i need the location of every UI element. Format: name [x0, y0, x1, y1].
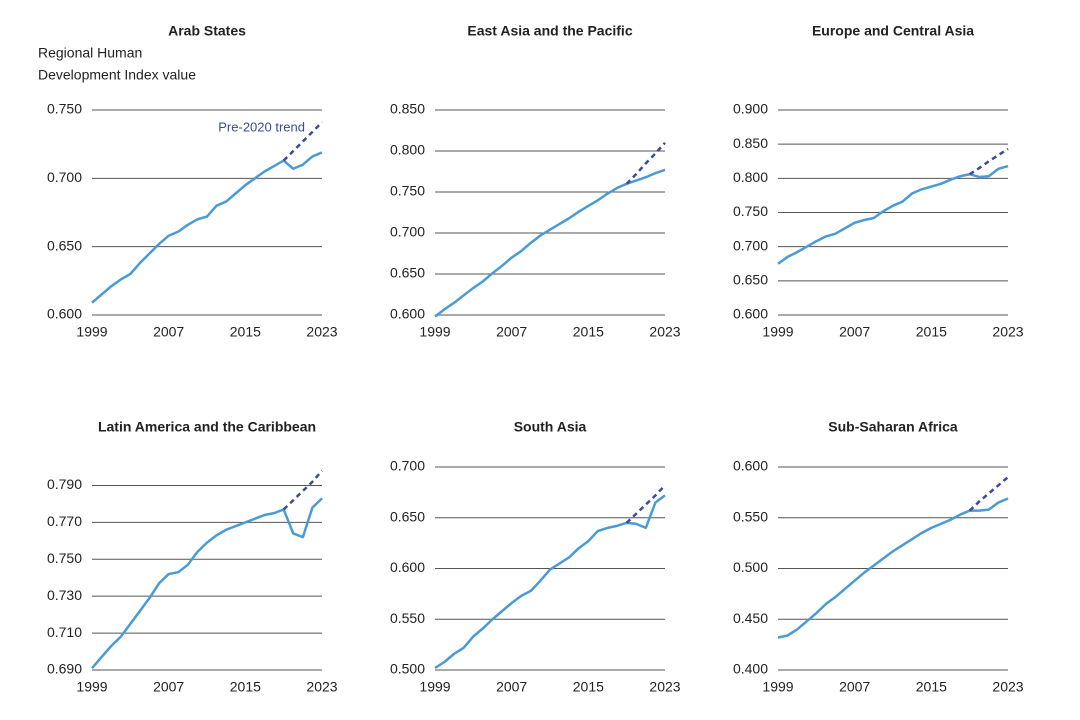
x-tick-label: 2015: [230, 324, 261, 340]
x-tick-label: 2007: [839, 324, 870, 340]
y-tick-label: 0.850: [733, 135, 768, 151]
y-tick-label: 0.500: [390, 661, 425, 677]
y-tick-label: 0.770: [47, 513, 82, 529]
y-tick-label: 0.600: [390, 306, 425, 322]
x-tick-label: 2023: [306, 679, 337, 695]
x-tick-label: 2015: [230, 679, 261, 695]
x-tick-label: 1999: [762, 324, 793, 340]
hdi-line: [434, 494, 666, 670]
y-tick-label: 0.790: [47, 476, 82, 492]
x-tick-label: 1999: [76, 324, 107, 340]
panel-title: Arab States: [168, 23, 246, 39]
y-tick-label: 0.600: [390, 559, 425, 575]
x-tick-label: 2007: [496, 679, 527, 695]
panel-title: Latin America and the Caribbean: [98, 419, 316, 435]
x-tick-label: 2015: [573, 679, 604, 695]
y-tick-label: 0.750: [47, 550, 82, 566]
y-tick-label: 0.690: [47, 661, 82, 677]
panel-title: Europe and Central Asia: [812, 23, 974, 39]
y-axis-label: Development Index value: [38, 67, 196, 83]
y-tick-label: 0.650: [47, 237, 82, 253]
y-tick-label: 0.600: [733, 458, 768, 474]
y-tick-label: 0.750: [47, 101, 82, 117]
y-tick-label: 0.450: [733, 610, 768, 626]
hdi-line: [777, 497, 1009, 639]
x-tick-label: 2023: [649, 679, 680, 695]
trend-line: [625, 141, 666, 185]
x-tick-label: 2015: [916, 679, 947, 695]
y-tick-label: 0.800: [733, 169, 768, 185]
y-tick-label: 0.700: [390, 224, 425, 240]
y-tick-label: 0.650: [390, 265, 425, 281]
x-tick-label: 1999: [762, 679, 793, 695]
x-tick-label: 2015: [916, 324, 947, 340]
x-tick-label: 2023: [992, 679, 1023, 695]
y-tick-label: 0.800: [390, 142, 425, 158]
y-tick-label: 0.900: [733, 101, 768, 117]
x-tick-label: 2007: [496, 324, 527, 340]
x-tick-label: 1999: [419, 679, 450, 695]
panel-title: Sub-Saharan Africa: [828, 419, 958, 435]
panel-title: South Asia: [514, 419, 587, 435]
trend-line: [968, 476, 1009, 512]
panel-title: East Asia and the Pacific: [467, 23, 632, 39]
hdi-line: [91, 497, 323, 669]
trend-line: [625, 484, 666, 524]
x-tick-label: 2007: [153, 324, 184, 340]
x-tick-label: 2023: [649, 324, 680, 340]
y-axis-label: Regional Human: [38, 45, 142, 61]
y-tick-label: 0.700: [390, 458, 425, 474]
y-tick-label: 0.650: [390, 508, 425, 524]
y-tick-label: 0.650: [733, 272, 768, 288]
x-tick-label: 2007: [153, 679, 184, 695]
trend-line: [968, 147, 1009, 176]
y-tick-label: 0.550: [733, 508, 768, 524]
y-tick-label: 0.700: [733, 237, 768, 253]
x-tick-label: 1999: [419, 324, 450, 340]
hdi-line: [777, 164, 1009, 265]
x-tick-label: 2007: [839, 679, 870, 695]
y-tick-label: 0.550: [390, 610, 425, 626]
trend-line: [282, 121, 323, 162]
x-tick-label: 2023: [306, 324, 337, 340]
y-tick-label: 0.700: [47, 169, 82, 185]
y-tick-label: 0.750: [733, 203, 768, 219]
y-tick-label: 0.600: [47, 306, 82, 322]
y-tick-label: 0.730: [47, 587, 82, 603]
x-tick-label: 1999: [76, 679, 107, 695]
x-tick-label: 2015: [573, 324, 604, 340]
y-tick-label: 0.400: [733, 661, 768, 677]
y-tick-label: 0.600: [733, 306, 768, 322]
y-tick-label: 0.710: [47, 624, 82, 640]
trend-annotation: Pre-2020 trend: [218, 120, 305, 135]
y-tick-label: 0.750: [390, 183, 425, 199]
x-tick-label: 2023: [992, 324, 1023, 340]
y-tick-label: 0.850: [390, 101, 425, 117]
hdi-line: [91, 151, 323, 304]
y-tick-label: 0.500: [733, 559, 768, 575]
